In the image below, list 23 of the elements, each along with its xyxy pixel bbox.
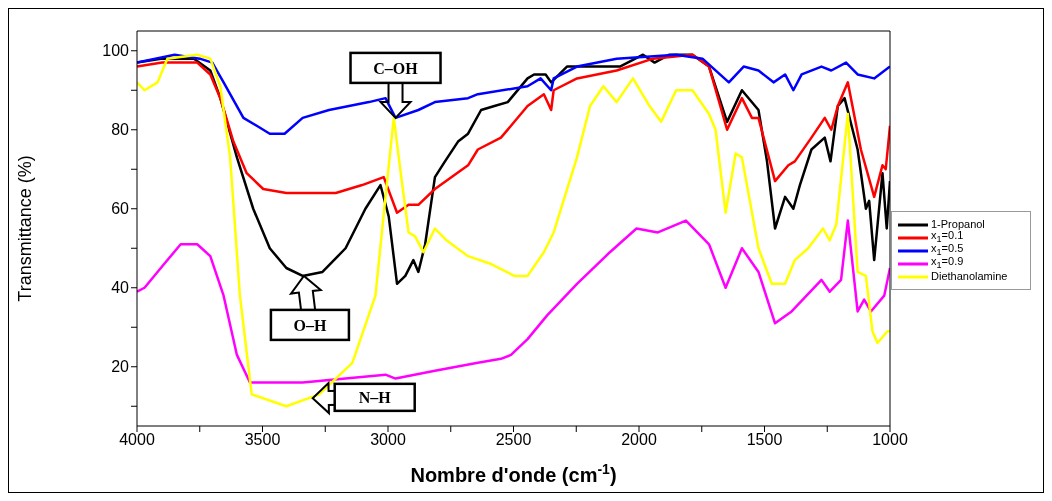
line-series <box>137 53 890 408</box>
x-tick-label: 1500 <box>746 431 783 449</box>
y-tick-label: 20 <box>111 358 130 376</box>
line-series <box>137 53 890 214</box>
line-series <box>137 53 890 135</box>
annotation: N–H <box>358 389 392 407</box>
legend-label: 1-Propanol <box>931 218 985 230</box>
x-tick-label: 2500 <box>495 431 532 449</box>
legend-label: Diethanolamine <box>931 270 1008 282</box>
annotation: O–H <box>293 316 327 334</box>
x-axis-title: Nombre d'onde (cm$^{-1}$) <box>410 461 617 486</box>
y-tick-label: 40 <box>111 279 130 297</box>
annotation: C–OH <box>373 59 419 77</box>
line-series <box>137 219 890 384</box>
x-tick-label: 3000 <box>370 431 406 449</box>
y-axis-title: Transmittance (%) <box>15 155 35 302</box>
y-tick-label: 100 <box>102 42 130 60</box>
y-tick-label: 60 <box>111 200 130 218</box>
y-tick-label: 80 <box>111 121 130 139</box>
x-tick-label: 3500 <box>244 431 281 449</box>
x-tick-label: 1000 <box>872 431 908 449</box>
x-tick-label: 4000 <box>119 431 155 449</box>
x-tick-label: 2000 <box>621 431 657 449</box>
